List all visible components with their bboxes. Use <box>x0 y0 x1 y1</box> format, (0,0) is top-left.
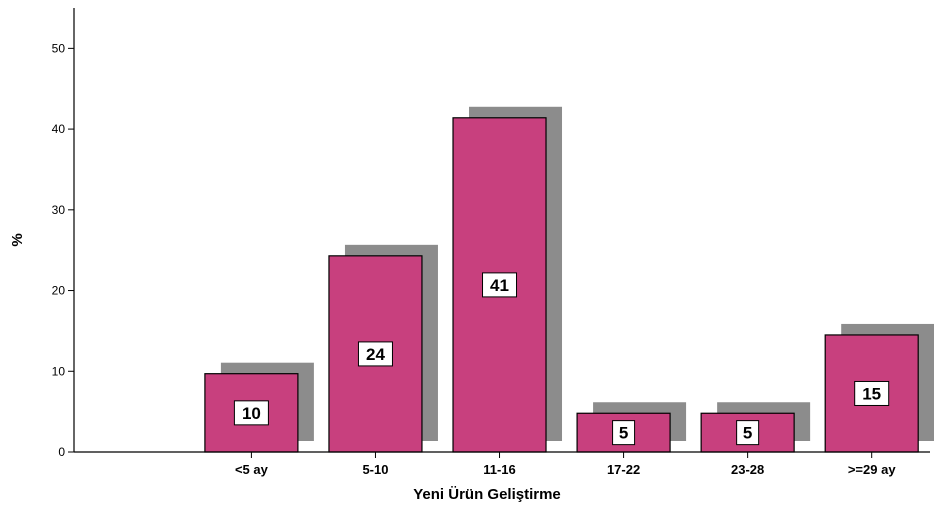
y-tick-label: 20 <box>52 284 66 298</box>
data-label-box <box>233 400 269 426</box>
y-axis-title: % <box>9 233 26 246</box>
data-label-box <box>612 420 636 446</box>
data-label: 5 <box>619 424 628 443</box>
y-tick-label: 10 <box>52 364 66 378</box>
data-labels: 10 24 41 5 5 15 <box>233 272 890 446</box>
y-axis: 0 10 20 30 40 50 <box>52 8 75 459</box>
x-tick-label: 17-22 <box>607 462 640 477</box>
bars <box>204 117 919 453</box>
y-tick-label: 50 <box>52 41 66 55</box>
x-tick-label: 5-10 <box>362 462 388 477</box>
x-tick-label: 11-16 <box>483 462 516 477</box>
data-label-box <box>736 420 760 446</box>
data-label-box <box>357 341 393 367</box>
x-tick-label: >=29 ay <box>848 462 896 477</box>
data-label: 10 <box>242 404 261 423</box>
y-tick-label: 30 <box>52 203 66 217</box>
x-tick-label: <5 ay <box>235 462 269 477</box>
data-label: 24 <box>366 345 385 364</box>
data-label: 41 <box>490 276 509 295</box>
y-tick-label: 40 <box>52 122 66 136</box>
x-axis-title: Yeni Ürün Geliştirme <box>413 486 561 503</box>
y-tick-label: 0 <box>58 445 65 459</box>
data-label: 15 <box>862 384 881 403</box>
data-label: 5 <box>743 424 752 443</box>
data-label-box <box>854 380 890 406</box>
x-tick-label: 23-28 <box>731 462 764 477</box>
x-axis: <5 ay 5-10 11-16 17-22 23-28 >=29 ay <box>74 451 930 477</box>
data-label-box <box>482 272 518 298</box>
